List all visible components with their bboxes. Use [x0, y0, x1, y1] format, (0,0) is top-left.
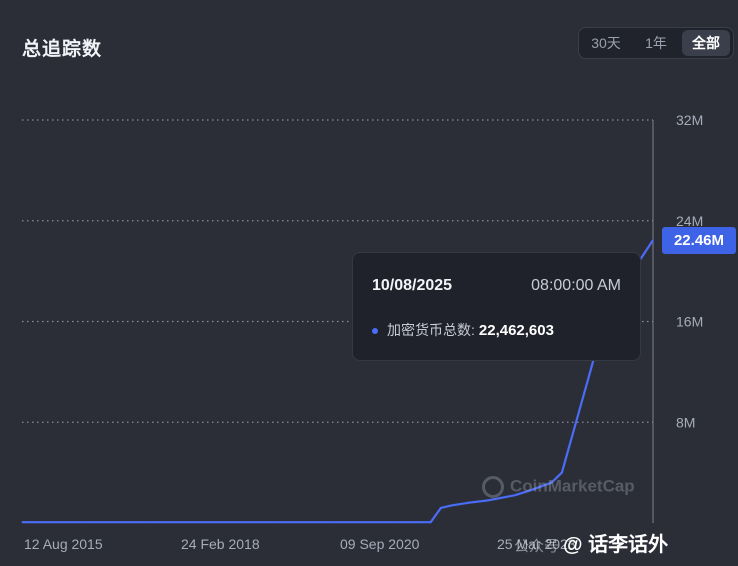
data-point	[466, 502, 468, 504]
y-tick-label: 16M	[676, 314, 703, 330]
x-tick-label: 12 Aug 2015	[24, 536, 103, 552]
range-button-30d[interactable]: 30天	[591, 35, 621, 51]
data-point	[529, 489, 532, 491]
data-point	[561, 472, 563, 474]
data-point	[487, 499, 490, 501]
x-tick-label: 25 Mar 2023	[497, 536, 576, 552]
data-point	[571, 434, 574, 436]
range-button-all[interactable]: 全部	[682, 30, 730, 56]
data-point	[82, 521, 84, 523]
data-point	[587, 377, 589, 379]
y-tick-label: 8M	[676, 414, 695, 430]
hover-tooltip: 10/08/2025 08:00:00 AM 加密货币总数: 22,462,603	[352, 252, 641, 361]
wechat-credit: 公众号 @ 话李话外	[514, 528, 668, 557]
data-point	[208, 521, 211, 523]
data-point	[550, 482, 553, 484]
credit-name: @ 话李话外	[563, 534, 669, 556]
y-tick-label: 24M	[676, 213, 703, 229]
range-button-1y[interactable]: 1年	[645, 35, 667, 51]
tooltip-date: 10/08/2025	[372, 277, 453, 294]
credit-prefix: 公众号	[514, 538, 560, 555]
data-point	[430, 521, 432, 523]
tooltip-time: 08:00:00 AM	[531, 277, 621, 294]
data-point	[335, 521, 337, 523]
coinmarketcap-watermark: CoinMarketCap	[482, 476, 635, 498]
tooltip-series-label: 加密货币总数:	[387, 322, 475, 338]
x-tick-label: 09 Sep 2020	[340, 536, 420, 552]
data-point	[21, 521, 23, 523]
time-range-selector: 30天 1年 全部	[578, 27, 734, 59]
tooltip-series-row: 加密货币总数: 22,462,603	[372, 320, 554, 340]
x-tick-label: 24 Feb 2018	[181, 536, 260, 552]
tooltip-value: 22,462,603	[478, 322, 554, 339]
data-point	[450, 504, 453, 506]
data-point	[398, 521, 400, 523]
series-dot-icon	[372, 328, 378, 335]
y-tick-label: 32M	[676, 112, 703, 128]
data-point	[145, 521, 148, 523]
watermark-text: CoinMarketCap	[510, 476, 635, 496]
page-title: 总追踪数	[22, 39, 103, 60]
coinmarketcap-logo-icon	[482, 476, 504, 498]
data-point	[513, 494, 516, 496]
current-value-tag: 22.46M	[662, 227, 736, 254]
data-point	[272, 521, 274, 523]
data-point	[652, 239, 654, 241]
data-point	[440, 507, 442, 509]
